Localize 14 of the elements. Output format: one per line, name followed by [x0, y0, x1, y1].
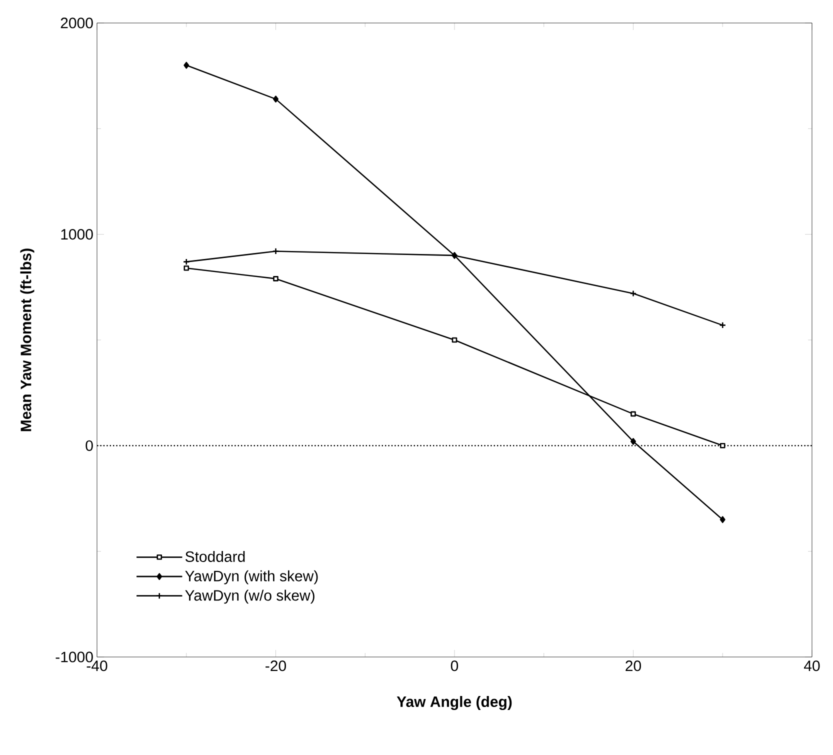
- y-tick-label: -1000: [56, 652, 93, 662]
- x-tick-label: -40: [86, 660, 108, 672]
- legend-label: Stoddard: [185, 550, 245, 562]
- x-tick-label: 20: [626, 660, 641, 672]
- y-tick-label: 2000: [60, 18, 93, 28]
- x-tick-label: 0: [450, 660, 458, 672]
- x-axis-title: Yaw Angle (deg): [396, 696, 512, 710]
- legend-label: YawDyn (w/o skew): [185, 590, 314, 604]
- x-tick-label: 40: [804, 660, 820, 672]
- y-axis-title: Mean Yaw Moment (ft-lbs): [20, 248, 34, 432]
- y-tick-label: 1000: [61, 229, 93, 240]
- y-tick-label: 0: [86, 440, 93, 451]
- legend-label: YawDyn (with skew): [185, 570, 318, 584]
- x-tick-label: -20: [266, 660, 286, 672]
